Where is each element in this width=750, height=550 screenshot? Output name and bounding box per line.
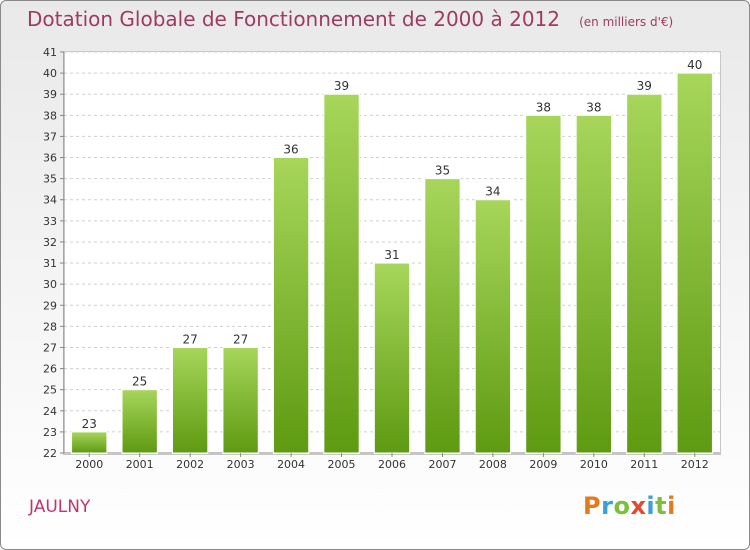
data-label: 31 (384, 248, 399, 262)
y-tick-label: 22 (43, 447, 57, 460)
y-tick-label: 25 (43, 384, 57, 397)
y-tick-label: 41 (43, 46, 57, 59)
data-label: 23 (82, 417, 97, 431)
y-tick-label: 29 (43, 299, 57, 312)
y-tick-label: 35 (43, 173, 57, 186)
y-tick-label: 24 (43, 405, 57, 418)
commune-name: JAULNY (29, 497, 91, 517)
bar (575, 114, 613, 454)
y-tick-label: 39 (43, 88, 57, 101)
unit-note: (en milliers d'€) (579, 15, 674, 29)
x-tick-label: 2002 (176, 458, 204, 471)
data-label: 25 (132, 375, 147, 389)
y-tick-label: 30 (43, 278, 57, 291)
chart-title-block: Dotation Globale de Fonctionnement de 20… (27, 7, 673, 31)
y-tick-label: 26 (43, 363, 57, 376)
x-tick-label: 2009 (529, 458, 557, 471)
x-tick-label: 2005 (328, 458, 356, 471)
y-tick-label: 23 (43, 426, 57, 439)
bar (626, 93, 663, 454)
bar (272, 157, 310, 454)
bar (222, 346, 259, 454)
y-tick-label: 31 (43, 257, 57, 270)
bar (121, 389, 158, 454)
y-tick-label: 38 (43, 109, 57, 122)
data-label: 38 (536, 100, 551, 114)
bar (323, 93, 360, 454)
x-tick-label: 2008 (479, 458, 507, 471)
y-tick-label: 28 (43, 320, 57, 333)
x-tick-label: 2010 (580, 458, 608, 471)
data-label: 35 (435, 164, 450, 178)
bar (474, 199, 512, 454)
bar (71, 431, 108, 454)
y-tick-label: 27 (43, 341, 57, 354)
x-tick-label: 2003 (227, 458, 255, 471)
data-label: 40 (687, 58, 702, 72)
data-label: 39 (334, 79, 349, 93)
chart-title: Dotation Globale de Fonctionnement de 20… (27, 7, 560, 31)
x-tick-label: 2006 (378, 458, 406, 471)
bar (676, 72, 713, 454)
y-tick-label: 33 (43, 215, 57, 228)
y-tick-label: 32 (43, 236, 57, 249)
x-tick-label: 2001 (126, 458, 154, 471)
x-tick-label: 2007 (428, 458, 456, 471)
proxiti-logo: Proxiti (583, 492, 676, 520)
bar (525, 114, 562, 454)
x-tick-label: 2012 (681, 458, 709, 471)
y-tick-label: 36 (43, 152, 57, 165)
bar (373, 262, 411, 454)
y-tick-label: 37 (43, 130, 57, 143)
data-label: 39 (637, 79, 652, 93)
y-tick-label: 40 (43, 67, 57, 80)
x-tick-label: 2011 (630, 458, 658, 471)
data-label: 34 (485, 185, 500, 199)
y-tick-label: 34 (43, 194, 57, 207)
bar (171, 346, 209, 454)
data-label: 36 (283, 143, 298, 157)
bar (424, 178, 461, 454)
data-label: 38 (586, 100, 601, 114)
x-tick-label: 2000 (75, 458, 103, 471)
data-label: 27 (183, 332, 198, 346)
x-tick-label: 2004 (277, 458, 305, 471)
data-label: 27 (233, 332, 248, 346)
